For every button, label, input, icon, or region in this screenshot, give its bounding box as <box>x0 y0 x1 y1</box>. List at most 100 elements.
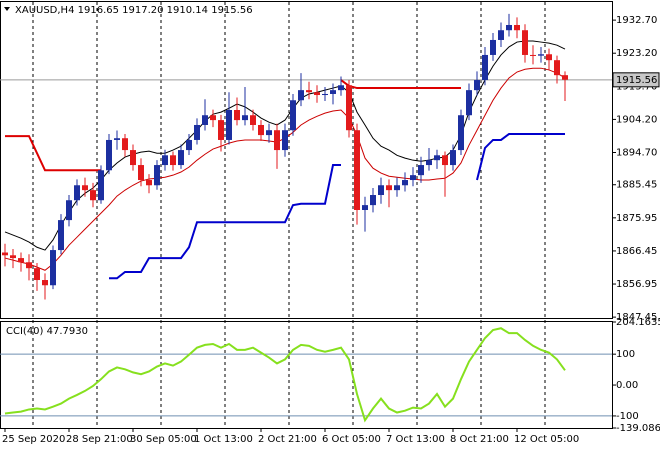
candle-body <box>154 165 160 186</box>
candle-body <box>330 90 336 94</box>
x-tick-label: 28 Sep 21:00 <box>66 434 133 445</box>
candle-body <box>186 139 192 151</box>
candle-body <box>554 60 560 76</box>
x-tick-label: 8 Oct 21:00 <box>450 434 509 445</box>
candle-body <box>26 262 32 269</box>
y-tick-label: 1885.45 <box>616 180 657 191</box>
candle-body <box>290 100 296 131</box>
candle-body <box>2 252 8 256</box>
candle-body <box>306 90 312 93</box>
candle-body <box>218 120 224 140</box>
indicator-line <box>5 79 461 172</box>
candle-body <box>474 80 480 91</box>
candle-body <box>106 139 112 171</box>
candle-body <box>434 155 440 161</box>
candle-body <box>346 85 352 131</box>
candle-body <box>242 115 248 121</box>
candle-body <box>314 92 320 96</box>
candle-body <box>258 124 264 136</box>
candle-body <box>458 115 464 151</box>
cci-line <box>4 327 566 423</box>
candle-body <box>50 250 56 286</box>
candle-body <box>34 268 40 281</box>
candle-body <box>442 155 448 166</box>
candle-body <box>66 200 72 221</box>
indicator-line <box>109 133 565 280</box>
candle-body <box>18 258 24 263</box>
candle-body <box>226 110 232 140</box>
y-tick-label: -139.0864 <box>616 423 660 434</box>
candle-body <box>410 175 416 181</box>
candle-body <box>386 185 392 191</box>
candle-body <box>82 185 88 191</box>
x-tick-label: 2 Oct 21:00 <box>258 434 317 445</box>
y-tick-label: 1894.70 <box>616 148 657 159</box>
candle-body <box>42 280 48 286</box>
candle-body <box>322 93 328 96</box>
x-tick-label: 25 Sep 2020 <box>2 434 65 445</box>
candle-body <box>530 54 536 56</box>
x-tick-label: 6 Oct 05:00 <box>322 434 381 445</box>
candle-body <box>90 190 96 201</box>
menu-arrow <box>4 7 10 11</box>
y-tick-label: 0.00 <box>616 380 638 391</box>
cci-title: CCI(40) 47.7930 <box>6 326 88 337</box>
candle-body <box>490 39 496 55</box>
y-tick-label: 1923.20 <box>616 48 657 59</box>
x-tick-label: 30 Sep 05:00 <box>130 434 197 445</box>
candle-body <box>418 165 424 176</box>
chart-title: XAUUSD,H4 1916.65 1917.20 1910.14 1915.5… <box>15 5 253 16</box>
candle-body <box>506 24 512 31</box>
candle-body <box>194 124 200 140</box>
candle-body <box>138 165 144 181</box>
candle-body <box>130 150 136 166</box>
candle-body <box>426 160 432 166</box>
x-tick-label: 1 Oct 13:00 <box>194 434 253 445</box>
x-tick-label: 7 Oct 13:00 <box>386 434 445 445</box>
y-tick-label: 1856.95 <box>616 279 657 290</box>
candle-body <box>402 180 408 186</box>
candle-body <box>98 170 104 201</box>
candle-body <box>370 195 376 206</box>
candle-body <box>538 54 544 56</box>
y-tick-label: -100 <box>616 411 639 422</box>
y-tick-label: 204.1635 <box>616 317 660 328</box>
candle-body <box>378 185 384 196</box>
candle-body <box>298 90 304 101</box>
x-tick-label: 12 Oct 05:00 <box>514 434 579 445</box>
candle-body <box>10 255 16 259</box>
candle-body <box>250 115 256 125</box>
candle-body <box>546 54 552 61</box>
cci-panel <box>0 321 613 429</box>
candle-body <box>162 155 168 166</box>
main-panel <box>0 1 613 319</box>
y-tick-label: 1875.95 <box>616 213 657 224</box>
candle-body <box>234 110 240 121</box>
candle-body <box>338 85 344 91</box>
candle-body <box>146 180 152 186</box>
candle-body <box>58 220 64 251</box>
last-price-label: 1915.56 <box>616 75 657 86</box>
candle-body <box>522 30 528 55</box>
candle-body <box>202 115 208 125</box>
y-tick-label: 1904.20 <box>616 114 657 125</box>
candle-body <box>178 150 184 166</box>
y-tick-label: 1932.70 <box>616 15 657 26</box>
candle-body <box>274 130 280 151</box>
y-tick-label: 1866.45 <box>616 246 657 257</box>
candle-body <box>266 130 272 136</box>
candle-body <box>450 150 456 166</box>
y-tick-label: 100 <box>616 349 635 360</box>
candle-body <box>362 205 368 210</box>
candle-body <box>482 54 488 81</box>
y-tick-label: 1847.45 <box>616 312 657 323</box>
candle-body <box>122 138 128 151</box>
candle-body <box>74 185 80 201</box>
candle-body <box>466 90 472 116</box>
last-price-box <box>612 72 660 88</box>
candle-body <box>114 138 120 140</box>
candle-body <box>170 155 176 166</box>
